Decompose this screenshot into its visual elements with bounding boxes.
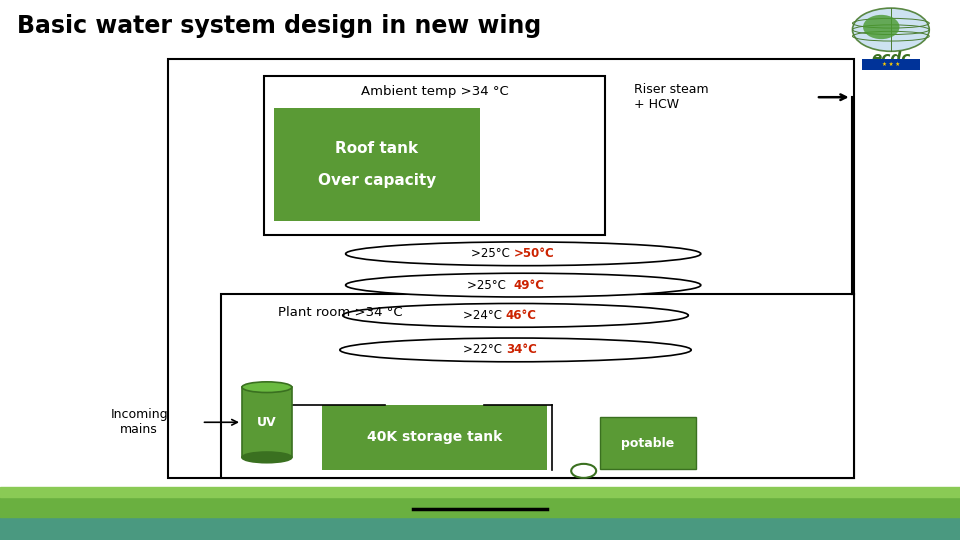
- Circle shape: [852, 8, 929, 51]
- Ellipse shape: [343, 303, 688, 327]
- Bar: [274, 108, 480, 221]
- Text: >50°C: >50°C: [514, 247, 554, 260]
- Text: >22°C: >22°C: [463, 343, 506, 356]
- Ellipse shape: [242, 382, 292, 393]
- Ellipse shape: [346, 273, 701, 297]
- Bar: [600, 417, 696, 469]
- Text: Plant room >34 °C: Plant room >34 °C: [278, 306, 403, 319]
- Text: >25°C: >25°C: [468, 279, 514, 292]
- Circle shape: [571, 464, 596, 478]
- Text: Basic water system design in new wing: Basic water system design in new wing: [17, 14, 541, 37]
- Ellipse shape: [340, 338, 691, 362]
- Text: Roof tank: Roof tank: [335, 141, 419, 156]
- Bar: [0, 497, 960, 517]
- Bar: [168, 59, 854, 478]
- Text: Ambient temp >34 °C: Ambient temp >34 °C: [361, 85, 508, 98]
- Text: potable: potable: [621, 436, 675, 450]
- Bar: [0, 487, 960, 497]
- Bar: [264, 76, 605, 235]
- Text: 40K storage tank: 40K storage tank: [367, 430, 502, 444]
- Bar: [221, 294, 854, 478]
- Text: 49°C: 49°C: [514, 279, 544, 292]
- Text: ecdc: ecdc: [872, 51, 910, 66]
- Bar: [242, 387, 292, 457]
- Text: UV: UV: [257, 416, 276, 429]
- Text: >25°C: >25°C: [471, 247, 514, 260]
- Text: >24°C: >24°C: [463, 309, 506, 322]
- Bar: [0, 517, 960, 540]
- Ellipse shape: [242, 452, 292, 463]
- Text: Incoming
mains: Incoming mains: [110, 408, 168, 436]
- Bar: [862, 59, 920, 70]
- Text: Riser steam
+ HCW: Riser steam + HCW: [634, 83, 708, 111]
- Text: Over capacity: Over capacity: [318, 173, 436, 188]
- Bar: [322, 405, 547, 470]
- Text: 46°C: 46°C: [506, 309, 537, 322]
- Text: 34°C: 34°C: [506, 343, 537, 356]
- Text: ★ ★ ★: ★ ★ ★: [882, 62, 900, 68]
- Ellipse shape: [346, 242, 701, 266]
- Ellipse shape: [863, 15, 900, 39]
